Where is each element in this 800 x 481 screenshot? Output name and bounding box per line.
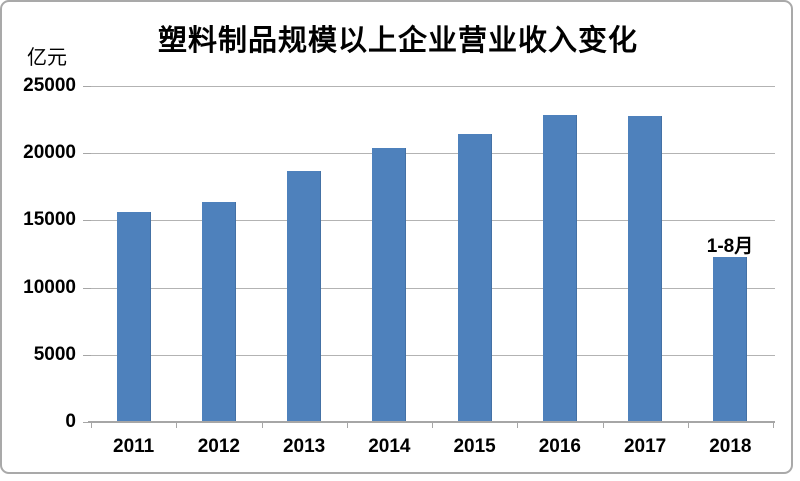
x-axis-tick — [602, 422, 604, 428]
y-axis-unit-label: 亿元 — [27, 47, 67, 69]
y-axis-tick-label: 20000 — [23, 142, 76, 164]
x-axis-label-2013: 2013 — [282, 436, 326, 457]
bar-2017 — [628, 115, 663, 422]
x-axis-line — [88, 421, 775, 423]
x-axis-label-2011: 2011 — [113, 436, 155, 457]
bar-2012 — [201, 201, 236, 422]
x-axis-label-2018: 2018 — [709, 436, 752, 457]
x-axis-tick — [432, 422, 433, 428]
y-axis-tick-label: 5000 — [33, 343, 76, 365]
x-axis-tick — [773, 422, 774, 428]
gridline-15000 — [91, 220, 775, 222]
y-axis-tick-label: 15000 — [23, 209, 76, 231]
gridline-25000 — [91, 86, 775, 87]
x-axis-tick — [261, 422, 263, 428]
bar-2016 — [542, 114, 577, 422]
y-axis-tick-label: 10000 — [23, 276, 76, 298]
bar-2014 — [372, 147, 407, 422]
bar-2013 — [287, 170, 322, 422]
y-axis-tick — [83, 287, 91, 289]
x-axis-tick — [176, 422, 178, 428]
y-axis-tick — [83, 354, 91, 356]
y-axis-tick-label: 0 — [65, 411, 76, 432]
x-axis-label-2016: 2016 — [538, 436, 582, 457]
x-axis-tick — [346, 422, 348, 428]
bar-annotation: 1-8月 — [706, 236, 754, 257]
gridline-10000 — [91, 287, 775, 289]
y-axis-tick — [83, 153, 91, 155]
y-axis-tick — [83, 422, 91, 423]
x-axis-tick — [517, 422, 519, 428]
plot-area — [88, 86, 775, 428]
x-axis-label-2014: 2014 — [368, 436, 411, 457]
bar-2011 — [116, 211, 151, 422]
x-axis-label-2012: 2012 — [197, 436, 241, 457]
gridline-20000 — [91, 153, 775, 155]
y-axis-tick — [83, 220, 91, 222]
chart-title: 塑料制品规模以上企业营业收入变化 — [157, 25, 638, 57]
x-axis-tick — [91, 422, 92, 428]
x-axis-label-2017: 2017 — [623, 436, 667, 457]
bar-2015 — [457, 133, 492, 422]
gridline-5000 — [91, 354, 775, 356]
y-axis-tick-label: 25000 — [23, 75, 76, 96]
x-axis-tick — [687, 422, 689, 428]
y-axis-tick — [83, 86, 91, 87]
bar-2018 — [713, 257, 748, 422]
x-axis-label-2015: 2015 — [453, 436, 496, 457]
